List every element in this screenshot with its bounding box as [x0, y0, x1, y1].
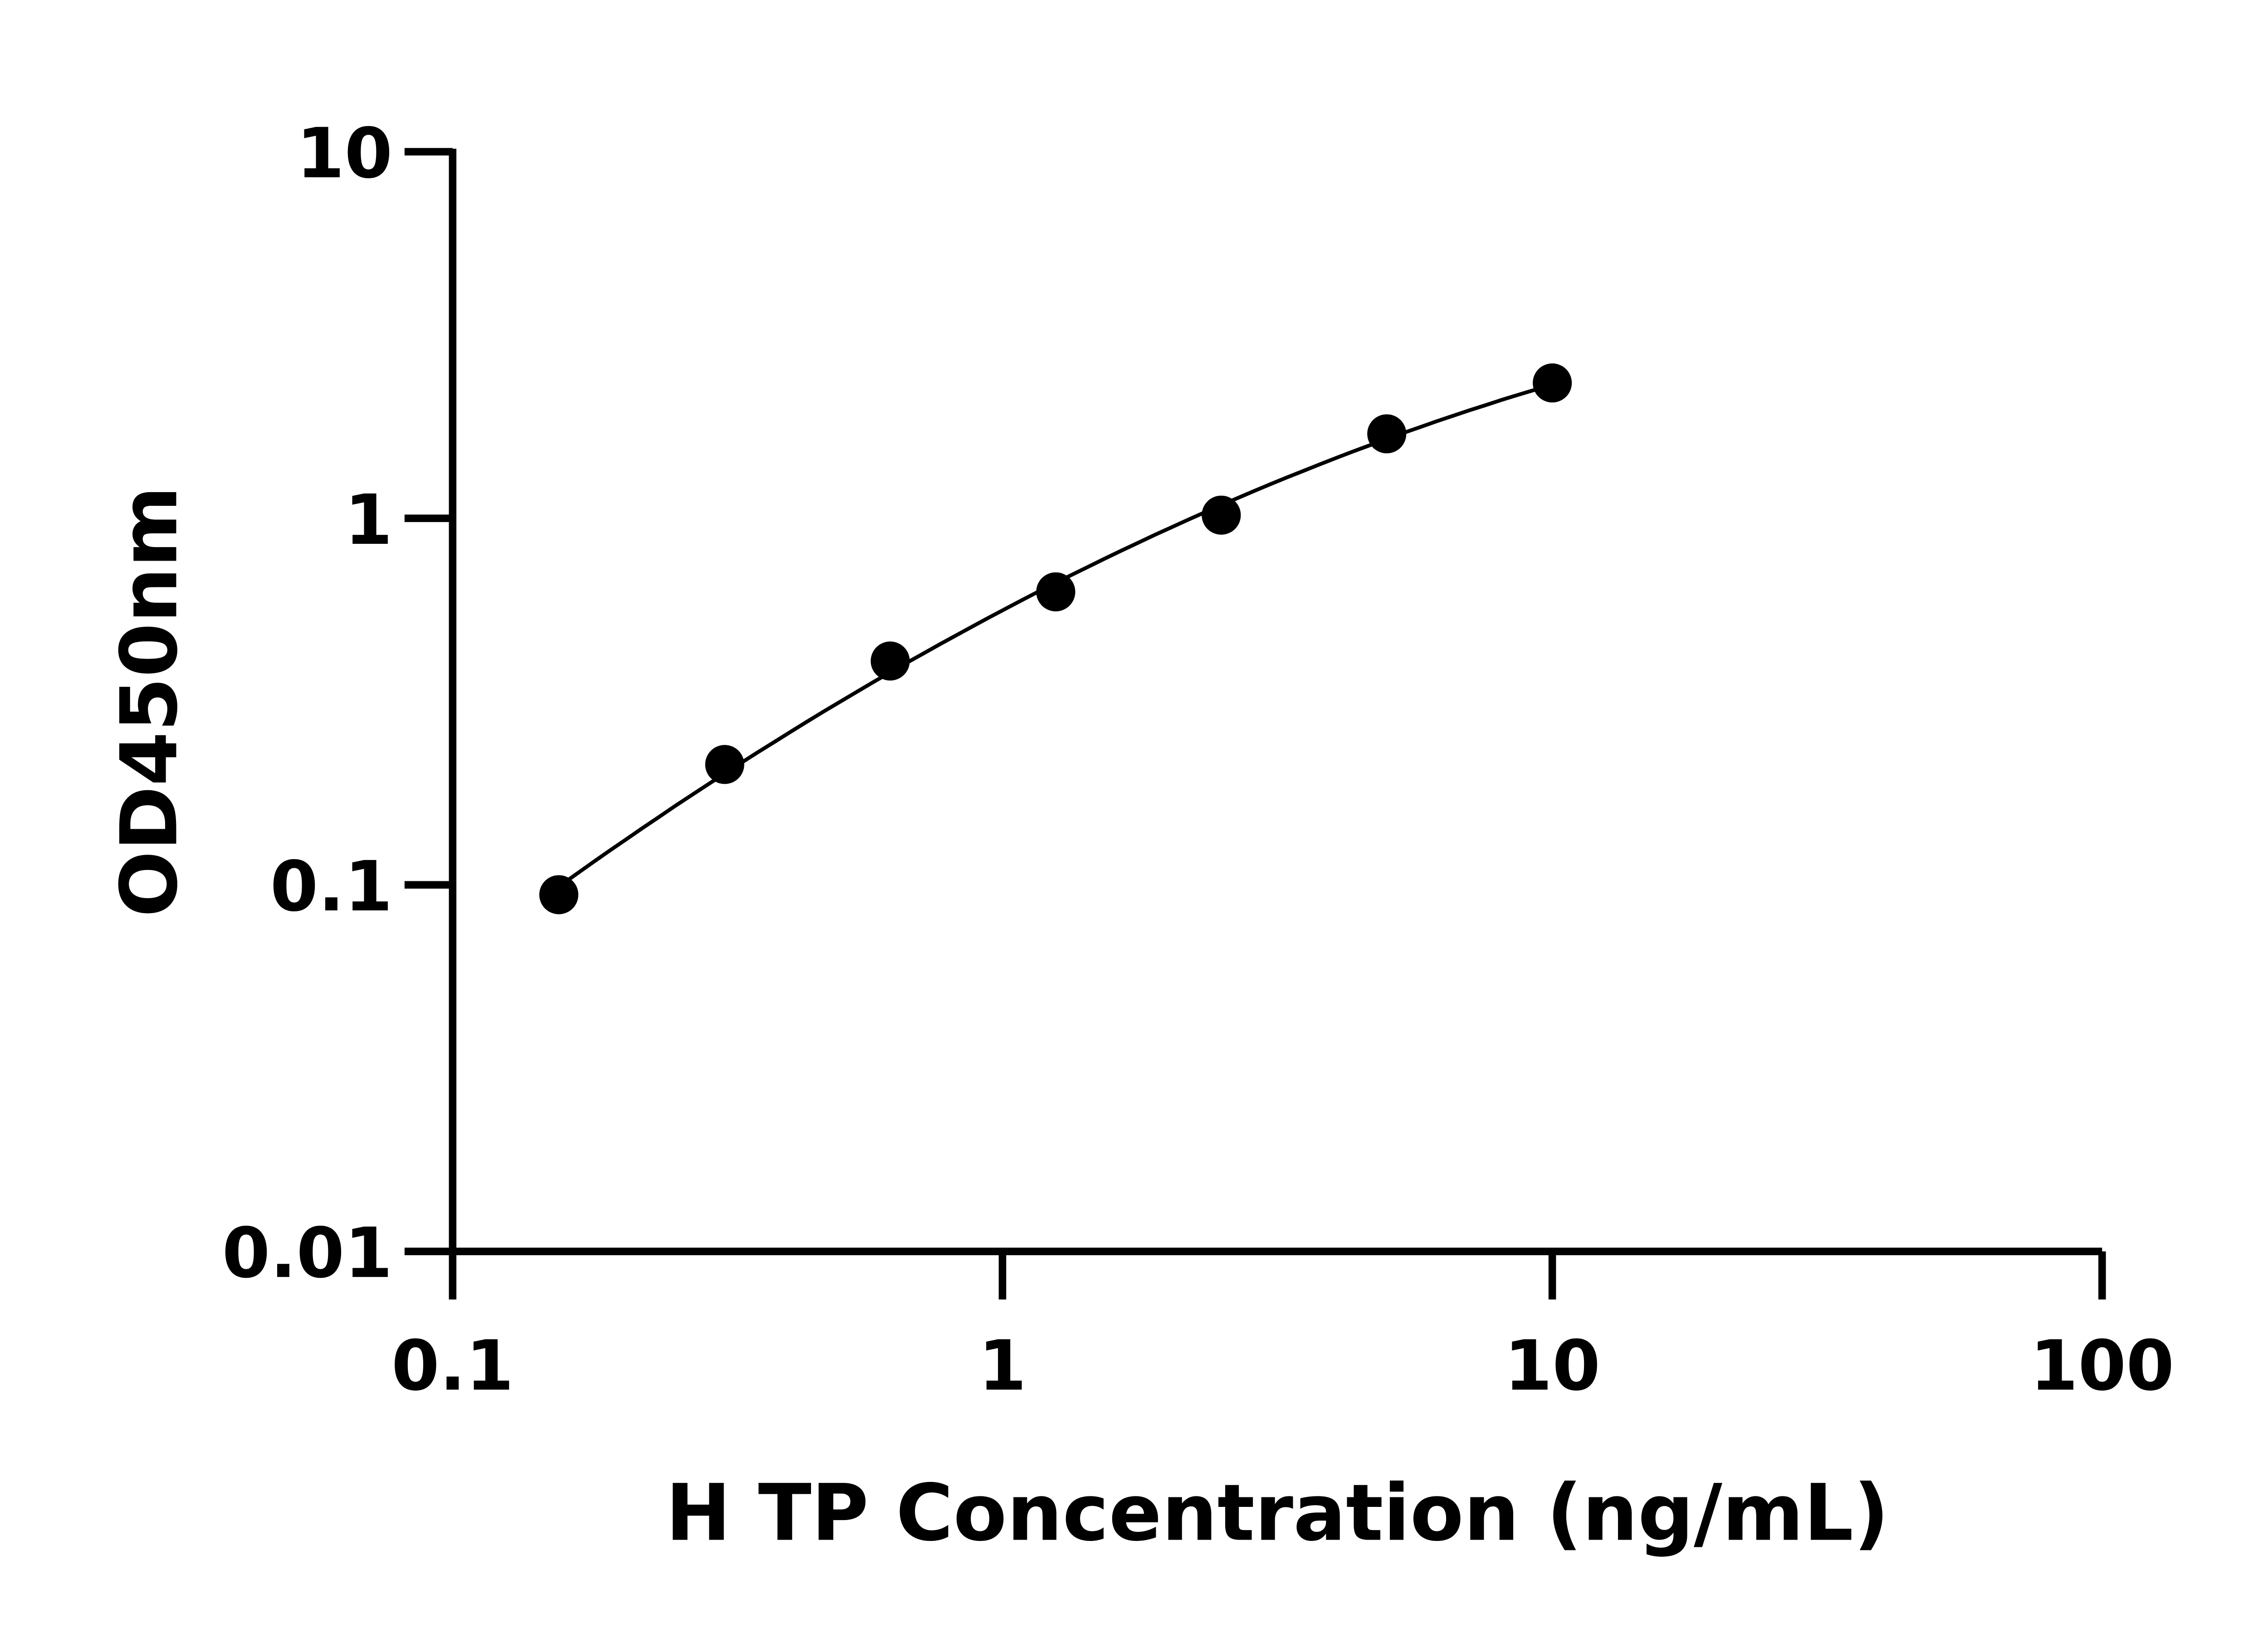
data-point — [539, 875, 579, 914]
data-point — [1533, 363, 1572, 403]
axes: 0.01 0.1 1 10 0.1 1 10 100 — [222, 113, 2175, 1406]
x-tick-label: 100 — [2030, 1325, 2174, 1406]
x-tick-label: 1 — [978, 1325, 1026, 1406]
data-point — [1367, 414, 1407, 454]
x-tick-label: 0.1 — [391, 1325, 514, 1406]
y-tick-label: 1 — [344, 480, 392, 560]
x-tick-label: 10 — [1504, 1325, 1600, 1406]
data-point — [1036, 572, 1075, 611]
data-point — [870, 641, 910, 681]
y-tick-label: 0.01 — [222, 1213, 393, 1293]
y-tick-label: 10 — [296, 113, 392, 194]
y-tick-label: 0.1 — [270, 846, 393, 927]
x-axis-label: H TP Concentration (ng/mL) — [665, 1467, 1889, 1559]
data-points — [539, 363, 1572, 914]
y-axis-label: OD450nm — [103, 486, 195, 917]
fit-curve — [557, 382, 1553, 889]
data-point — [1202, 495, 1241, 535]
data-point — [705, 745, 744, 784]
